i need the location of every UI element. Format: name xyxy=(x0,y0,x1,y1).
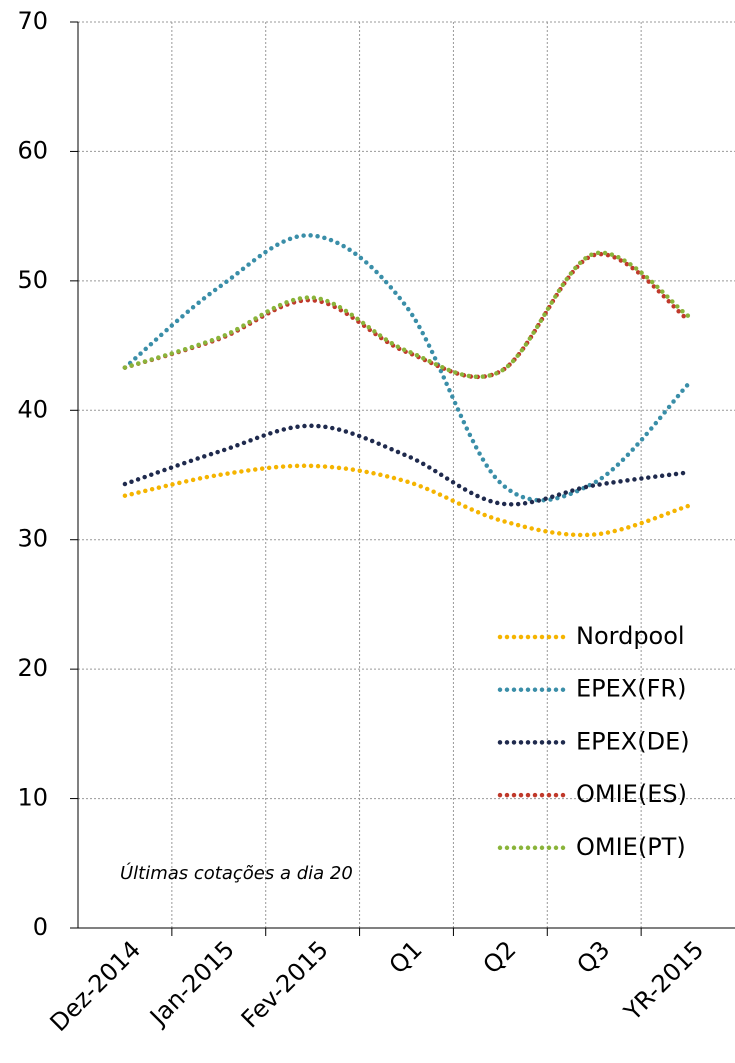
y-tick-label: 40 xyxy=(17,395,48,423)
x-tick-label: Q3 xyxy=(571,935,615,979)
annotation: Últimas cotações a dia 20 xyxy=(120,862,353,884)
x-tick-label: Fev-2015 xyxy=(236,935,334,1033)
y-tick-label: 20 xyxy=(17,654,48,682)
y-tick-label: 60 xyxy=(17,136,48,164)
legend-label: Nordpool xyxy=(576,622,685,650)
x-tick-label: Jan-2015 xyxy=(143,935,240,1032)
series-line xyxy=(122,251,691,380)
x-tick-label: YR-2015 xyxy=(618,935,709,1026)
legend-label: OMIE(PT) xyxy=(576,833,686,861)
y-tick-label: 30 xyxy=(17,525,48,553)
series-line xyxy=(122,250,691,379)
y-tick-label: 0 xyxy=(33,913,48,941)
legend-label: EPEX(DE) xyxy=(576,727,690,755)
y-tick-label: 50 xyxy=(17,266,48,294)
x-tick-label: Dez-2014 xyxy=(45,935,147,1037)
y-tick-label: 10 xyxy=(17,784,48,812)
y-tick-label: 70 xyxy=(17,7,48,35)
legend-label: OMIE(ES) xyxy=(576,780,687,808)
series-line xyxy=(122,423,691,507)
series-line xyxy=(122,233,691,503)
x-tick-label: Q2 xyxy=(478,935,522,979)
series-line xyxy=(122,463,691,538)
x-tick-label: Q1 xyxy=(384,935,428,979)
legend-label: EPEX(FR) xyxy=(576,675,686,703)
